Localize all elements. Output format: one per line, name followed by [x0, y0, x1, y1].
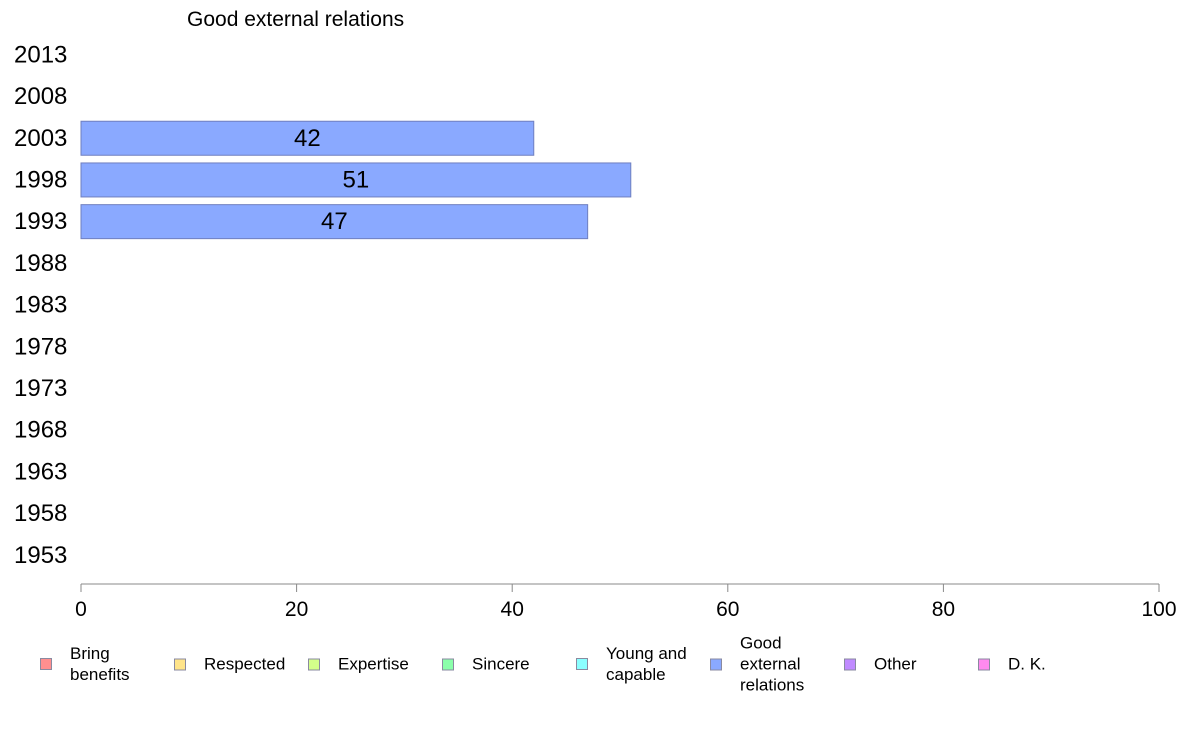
bar: [80, 204, 589, 240]
legend-label: Good external relations: [740, 633, 805, 695]
year-label: 1953: [14, 542, 67, 569]
year-label: 1983: [14, 292, 67, 319]
legend-label: Respected: [204, 654, 286, 674]
year-label: 2003: [14, 125, 67, 152]
legend-label: D. K.: [1008, 654, 1046, 674]
legend-item: Good external relations: [710, 633, 804, 696]
year-label: 1973: [14, 375, 67, 402]
legend-label: Other: [874, 654, 917, 674]
legend-item: Other: [844, 654, 917, 675]
year-label: 1963: [14, 458, 67, 485]
bar-value-label: 51: [343, 166, 370, 193]
year-label: 1993: [14, 208, 67, 235]
bar-value-label: 47: [321, 208, 348, 235]
legend-label: Bring benefits: [70, 644, 130, 684]
legend-swatch: [844, 658, 856, 670]
year-label: 1958: [14, 500, 67, 527]
legend-swatch: [576, 658, 588, 670]
year-label: 1988: [14, 250, 67, 277]
year-label: 1998: [14, 166, 67, 193]
x-tick-label: 0: [75, 598, 87, 621]
year-label: 2013: [14, 41, 67, 68]
legend-label: Expertise: [338, 654, 409, 674]
x-axis-ticks: 0 20 40 60 80 100: [75, 584, 1177, 621]
legend: Bring benefits Respected Expertise Sincere Y…: [0, 628, 1188, 708]
bar: [80, 120, 535, 156]
legend-label: Sincere: [472, 654, 530, 674]
legend-item: Bring benefits: [40, 643, 130, 685]
bar-value-label: 42: [294, 125, 321, 152]
year-labels: 2013 2008 2003 1998 1993 1988 1983 1978 1973 1968…: [14, 41, 67, 568]
x-tick-label: 40: [501, 598, 524, 621]
legend-swatch: [40, 658, 52, 670]
x-tick-label: 60: [716, 598, 739, 621]
year-label: 1978: [14, 333, 67, 360]
legend-item: D. K.: [978, 654, 1046, 675]
chart-title: Good external relations: [187, 8, 404, 31]
legend-swatch: [308, 658, 320, 670]
legend-item: Expertise: [308, 654, 409, 675]
x-tick-label: 20: [285, 598, 308, 621]
x-tick-label: 80: [932, 598, 955, 621]
legend-item: Young and capable: [576, 643, 687, 685]
legend-swatch: [174, 658, 186, 670]
legend-label: Young and capable: [606, 644, 687, 684]
legend-item: Sincere: [442, 654, 530, 675]
year-label: 2008: [14, 83, 67, 110]
legend-swatch: [442, 658, 454, 670]
bars: 42 51 47: [80, 120, 632, 240]
legend-swatch: [710, 658, 722, 670]
legend-swatch: [978, 658, 990, 670]
year-label: 1968: [14, 417, 67, 444]
legend-item: Respected: [174, 654, 285, 675]
bar: [80, 162, 632, 198]
x-tick-label: 100: [1141, 598, 1176, 621]
